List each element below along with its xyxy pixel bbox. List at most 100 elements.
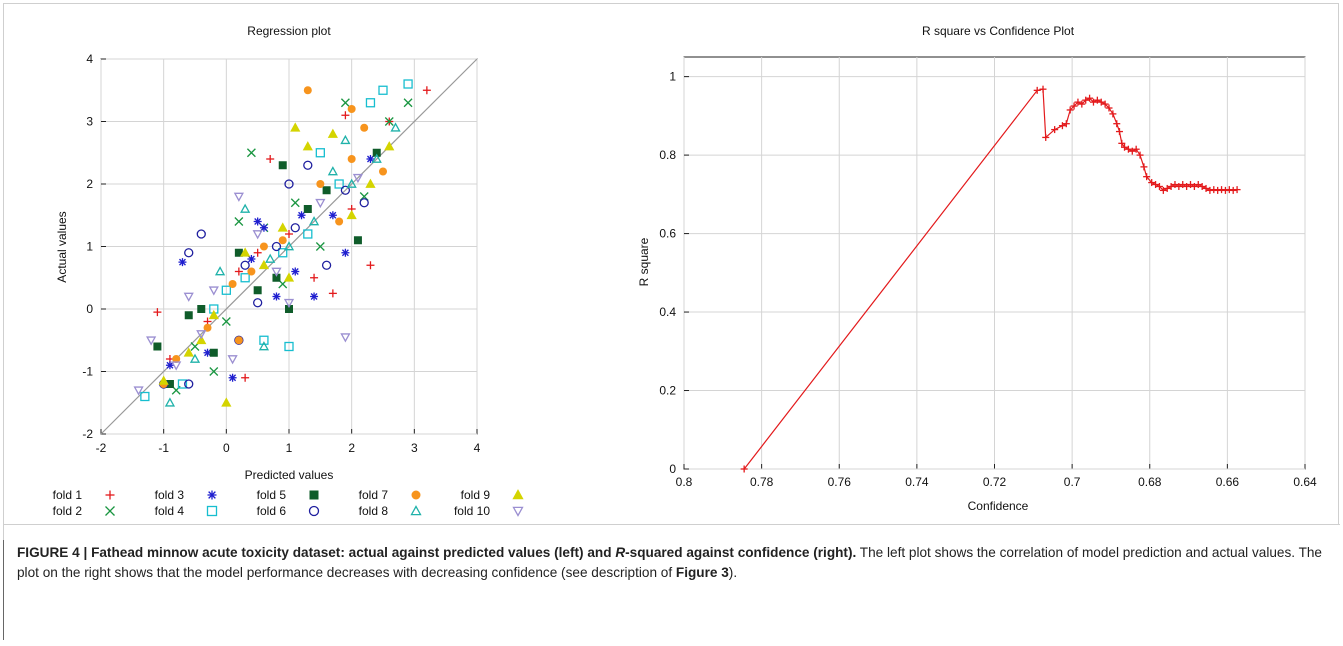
regression-legend: fold 1 fold 2 fold 3 fold 4 fold 5 fold 6 fold… xyxy=(53,488,524,518)
data-point xyxy=(328,289,337,298)
data-point xyxy=(372,148,381,157)
y-tick-label: 2 xyxy=(86,177,93,191)
data-point xyxy=(1113,120,1121,128)
data-point xyxy=(208,286,219,296)
regression-tick-labels: -2 -1 0 1 2 3 4 -2 -1 0 1 2 3 4 xyxy=(82,52,480,455)
x-tick-label: 0.74 xyxy=(905,475,929,489)
data-point xyxy=(1066,106,1074,114)
regression-plot-title: Regression plot xyxy=(247,24,331,38)
data-point xyxy=(378,85,388,95)
legend-item: fold 1 xyxy=(53,488,115,502)
data-point xyxy=(1078,100,1086,108)
data-point xyxy=(1214,186,1222,194)
x-tick-label: 0 xyxy=(223,441,230,455)
legend-item: fold 9 xyxy=(461,488,524,502)
rsquare-plot-title: R square vs Confidence Plot xyxy=(922,24,1075,38)
data-point xyxy=(283,241,295,251)
data-point xyxy=(1233,186,1241,194)
legend-item: fold 7 xyxy=(359,488,421,502)
rsquare-confidence-plot: R square vs Confidence Plot 0.8 0.78 0.76 0… xyxy=(637,24,1317,513)
data-point xyxy=(341,248,350,257)
data-point xyxy=(1206,186,1214,194)
y-tick-label: 0.2 xyxy=(659,384,676,398)
legend-marker xyxy=(105,490,115,500)
data-point xyxy=(184,248,194,258)
data-point xyxy=(365,178,376,188)
x-tick-label: 0.64 xyxy=(1293,475,1317,489)
legend-marker xyxy=(206,505,218,517)
data-point xyxy=(203,323,212,332)
data-point xyxy=(1124,145,1132,153)
data-point xyxy=(1033,86,1041,94)
data-point xyxy=(1082,96,1090,104)
data-point xyxy=(208,309,219,320)
data-point xyxy=(285,230,293,238)
data-point xyxy=(265,253,276,263)
data-point xyxy=(247,267,256,276)
x-tick-label: 3 xyxy=(411,441,418,455)
regression-points xyxy=(133,79,431,407)
identity-line xyxy=(100,58,478,435)
data-point xyxy=(315,242,325,251)
data-point xyxy=(1155,182,1163,190)
x-tick-label: 4 xyxy=(474,441,481,455)
legend-label: fold 2 xyxy=(53,504,83,518)
data-point xyxy=(290,198,300,208)
rsquare-gridlines xyxy=(683,57,1306,470)
legend-marker xyxy=(105,506,115,516)
series-fold-5 xyxy=(153,148,381,388)
data-point xyxy=(240,273,250,283)
data-point xyxy=(153,342,162,351)
data-point xyxy=(379,167,387,176)
data-point xyxy=(1225,186,1233,194)
legend-marker xyxy=(410,505,422,516)
data-point xyxy=(158,375,169,385)
data-point xyxy=(1167,182,1175,190)
data-point xyxy=(277,222,288,232)
data-point xyxy=(290,122,301,132)
data-point xyxy=(234,217,244,226)
data-point xyxy=(240,203,251,213)
data-point xyxy=(259,223,268,232)
x-tick-label: 0.8 xyxy=(676,475,693,489)
data-point xyxy=(1070,102,1078,110)
data-point xyxy=(346,209,357,220)
data-point xyxy=(196,334,207,345)
data-point xyxy=(360,123,369,132)
data-point xyxy=(285,305,293,313)
y-tick-label: 1 xyxy=(669,70,676,84)
y-tick-label: 1 xyxy=(86,240,93,254)
data-point xyxy=(366,261,375,270)
data-point xyxy=(196,330,207,340)
data-point xyxy=(234,267,243,276)
data-point xyxy=(1086,94,1094,102)
data-point xyxy=(335,217,344,226)
regression-y-axis-label: Actual values xyxy=(55,211,69,282)
caption-title-pre: Fathead minnow acute toxicity dataset: a… xyxy=(91,545,616,560)
data-point xyxy=(278,236,287,245)
legend-label: fold 8 xyxy=(359,504,389,518)
rsquare-y-axis-label: R square xyxy=(637,237,651,286)
data-point xyxy=(327,128,338,138)
data-point xyxy=(271,267,282,277)
x-tick-label: 0.76 xyxy=(828,475,852,489)
data-point xyxy=(246,148,256,158)
x-tick-label: 0.68 xyxy=(1138,475,1162,489)
caption-figure-ref: Figure 3 xyxy=(675,565,729,580)
data-point xyxy=(284,341,294,352)
rsquare-line xyxy=(743,88,1238,470)
legend-label: fold 10 xyxy=(454,504,490,518)
data-point xyxy=(303,160,313,170)
data-point xyxy=(403,79,413,89)
data-point xyxy=(327,166,338,176)
caption-body-pre: The left plot shows the correlation of m… xyxy=(17,545,1322,580)
data-point xyxy=(228,373,237,382)
data-point xyxy=(221,317,231,326)
data-point xyxy=(214,266,226,276)
data-point xyxy=(1062,120,1070,128)
data-point xyxy=(1115,128,1123,136)
data-point xyxy=(221,397,232,407)
data-point xyxy=(1229,186,1237,194)
data-point xyxy=(253,217,262,226)
x-tick-label: 0.78 xyxy=(750,475,774,489)
